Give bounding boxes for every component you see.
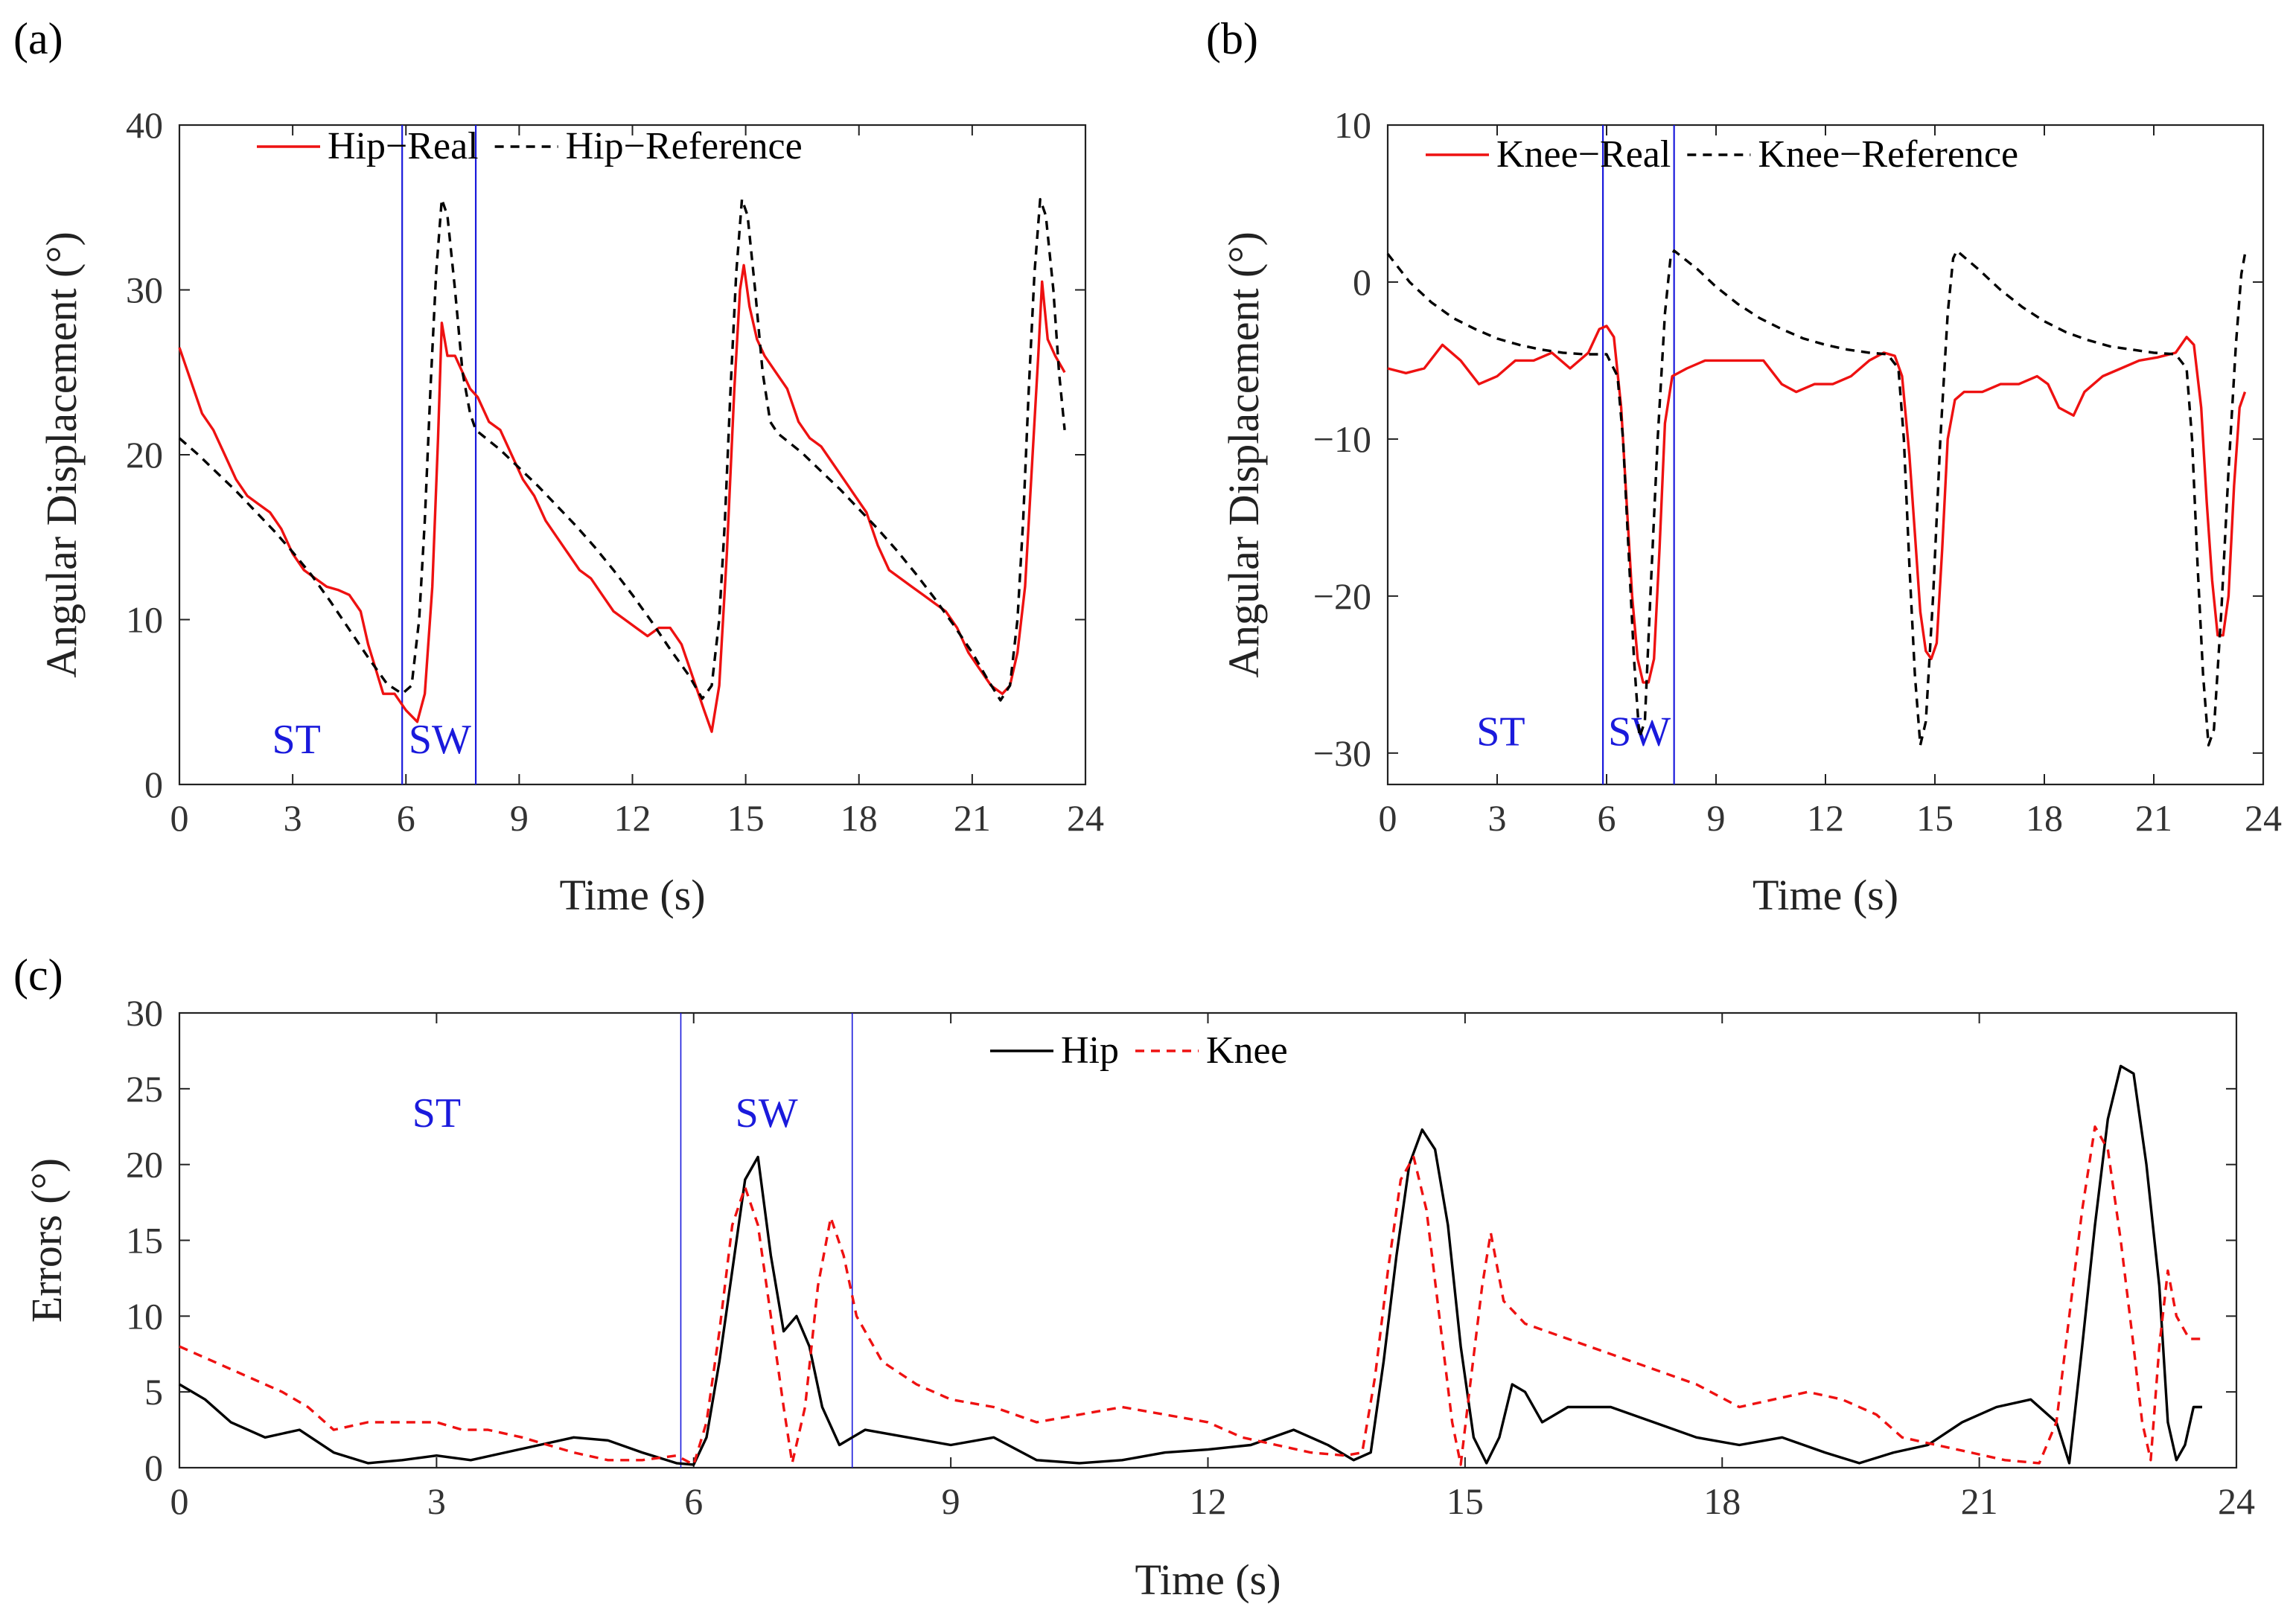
y-tick-label: 40: [126, 104, 163, 146]
panel-label: (a): [13, 14, 63, 63]
series-line-a-1: [178, 198, 1066, 702]
x-tick-label: 18: [841, 797, 878, 839]
x-tick-label: 6: [397, 797, 415, 839]
y-tick-label: 10: [1334, 104, 1371, 146]
x-tick-label: 15: [727, 797, 765, 839]
x-tick-label: 24: [2218, 1480, 2255, 1522]
series-line-c-1: [179, 1125, 2202, 1466]
phase-label-st: ST: [412, 1090, 461, 1137]
y-tick-label: 10: [126, 599, 163, 641]
y-tick-label: 20: [126, 434, 163, 476]
x-tick-label: 0: [170, 1480, 189, 1522]
x-tick-label: 0: [170, 797, 189, 839]
series-line-c-0: [179, 1064, 2202, 1466]
x-axis-title: Time (s): [559, 871, 705, 919]
chart-c: (c) 0 3 6 9 12 15 18 21 24 0 5 10 15 20 25 30 Time (s) Err…: [13, 950, 2255, 1604]
x-tick-label: 0: [1379, 797, 1397, 839]
x-tick-label: 18: [1703, 1480, 1741, 1522]
y-tick-label: 30: [126, 269, 163, 311]
legend-label-a-1: Hip−Reference: [566, 125, 803, 167]
series-line-b-1: [1386, 249, 2247, 747]
phase-label-st: ST: [1476, 709, 1525, 755]
x-tick-label: 21: [2135, 797, 2172, 839]
x-axis-title: Time (s): [1135, 1556, 1281, 1604]
y-tick-label: 0: [144, 1447, 163, 1489]
x-tick-label: 24: [1067, 797, 1104, 839]
y-tick-label: 15: [126, 1220, 163, 1262]
x-tick-label: 21: [954, 797, 991, 839]
x-tick-label: 21: [1961, 1480, 1998, 1522]
x-tick-label: 6: [684, 1480, 703, 1522]
y-tick-label: −20: [1313, 575, 1371, 617]
x-tick-label: 15: [1916, 797, 1954, 839]
legend-label-c-1: Knee: [1206, 1029, 1288, 1072]
chart-b: (b) 0 3 6 9 12 15 18 21 24 −30 −20 −10 0 10 Time (s) Ang…: [1206, 14, 2282, 919]
series-line-a-0: [178, 263, 1066, 733]
x-tick-label: 9: [1707, 797, 1726, 839]
x-tick-label: 12: [1807, 797, 1844, 839]
legend-label-b-1: Knee−Reference: [1758, 133, 2018, 176]
y-tick-label: 25: [126, 1068, 163, 1110]
plot-frame: [178, 124, 1087, 786]
x-tick-label: 24: [2245, 797, 2282, 839]
x-tick-label: 3: [1488, 797, 1507, 839]
phase-label-st: ST: [272, 717, 321, 763]
y-tick-label: 30: [126, 992, 163, 1034]
series-line-b-0: [1387, 325, 2247, 684]
x-tick-label: 15: [1447, 1480, 1484, 1522]
x-tick-label: 3: [284, 797, 302, 839]
phase-label-sw: SW: [409, 717, 471, 763]
y-tick-label: 0: [1353, 261, 1371, 303]
x-tick-label: 18: [2026, 797, 2063, 839]
y-axis-title: Angular Displacement (°): [37, 231, 86, 678]
y-tick-label: 5: [144, 1371, 163, 1413]
x-tick-label: 6: [1598, 797, 1616, 839]
panel-label: (b): [1206, 14, 1258, 63]
panel-label: (c): [13, 950, 63, 1000]
x-tick-label: 9: [510, 797, 529, 839]
x-tick-label: 12: [1190, 1480, 1227, 1522]
x-axis-title: Time (s): [1753, 871, 1898, 919]
x-tick-label: 9: [942, 1480, 960, 1522]
chart-a: (a) 0 3 6 9 12 15 18 21 24 0 10 20 30 40 Time (s) Angula…: [13, 14, 1104, 919]
y-axis-title: Errors (°): [22, 1158, 71, 1323]
y-tick-label: 10: [126, 1295, 163, 1337]
y-tick-label: −10: [1313, 418, 1371, 460]
legend-label-a-0: Hip−Real: [328, 125, 479, 167]
plot-frame: [1386, 124, 2265, 786]
y-tick-label: 20: [126, 1144, 163, 1186]
legend-label-b-0: Knee−Real: [1496, 133, 1671, 176]
y-tick-label: −30: [1313, 732, 1371, 774]
x-tick-label: 12: [614, 797, 651, 839]
x-tick-label: 3: [427, 1480, 446, 1522]
y-tick-label: 0: [144, 764, 163, 805]
legend-label-c-0: Hip: [1061, 1029, 1119, 1072]
plot-frame: [178, 1011, 2238, 1469]
y-axis-title: Angular Displacement (°): [1219, 231, 1268, 678]
phase-label-sw: SW: [736, 1090, 798, 1137]
